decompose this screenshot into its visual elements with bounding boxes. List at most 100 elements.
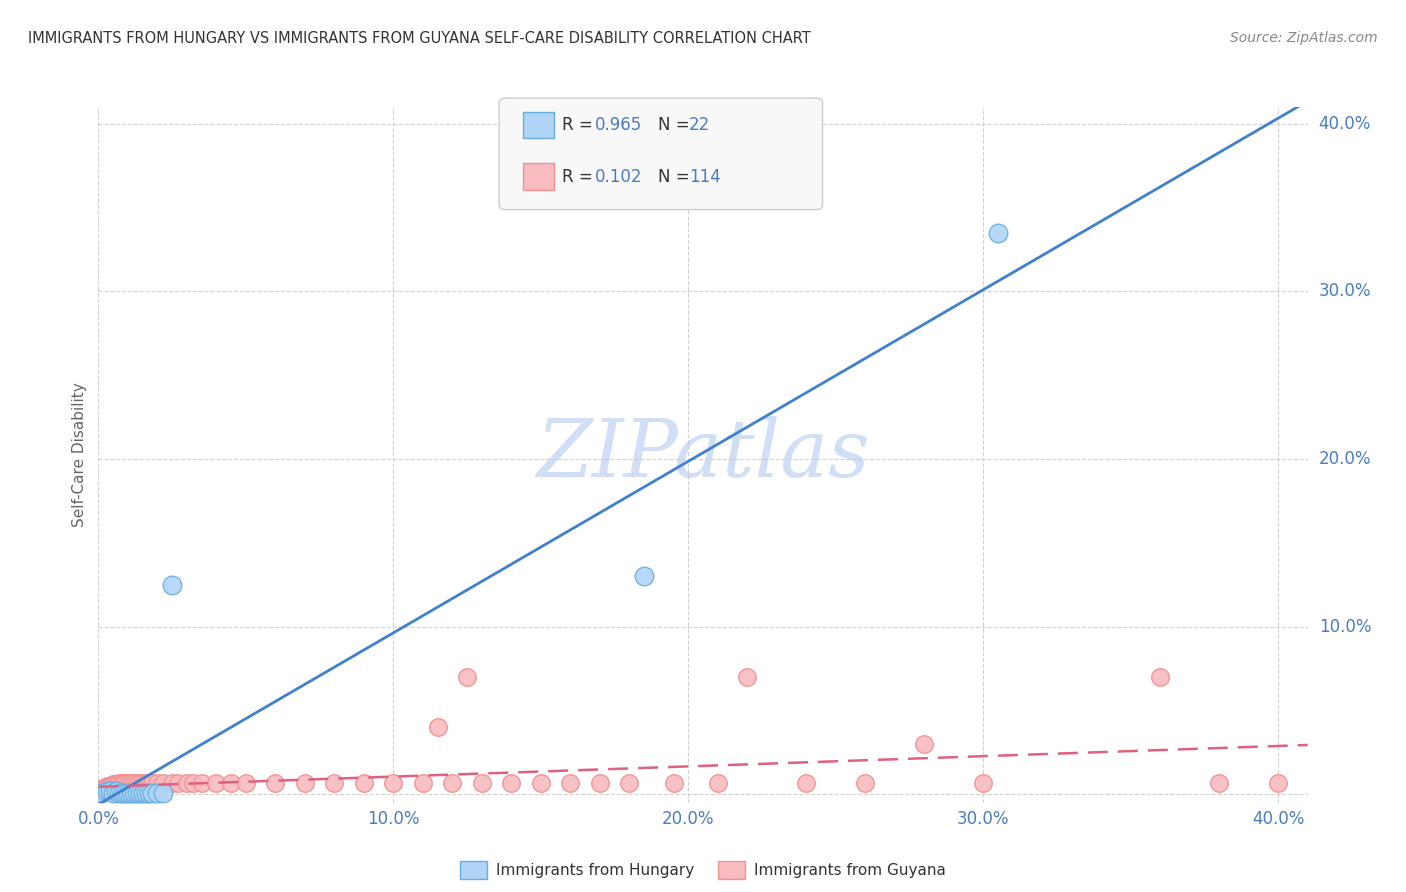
Point [90, 784, 112, 798]
Point [131, 786, 153, 800]
Point [90, 782, 112, 797]
Point [108, 786, 131, 800]
Point [93, 782, 115, 797]
Point [146, 775, 169, 789]
Point [117, 775, 139, 789]
Point [125, 775, 148, 789]
Point [101, 779, 124, 793]
Point [90, 786, 112, 800]
Point [96, 780, 118, 795]
Point [176, 775, 198, 789]
Point [114, 786, 136, 800]
Text: 30.0%: 30.0% [1319, 283, 1371, 301]
Point [93, 782, 115, 797]
Point [972, 775, 994, 789]
Point [120, 786, 142, 800]
Point [662, 775, 685, 789]
Point [96, 780, 118, 795]
Text: N =: N = [658, 116, 695, 134]
Point [90, 786, 112, 800]
Point [101, 779, 124, 793]
Point [90, 786, 112, 800]
Text: 20.0%: 20.0% [1319, 450, 1371, 468]
Point [105, 777, 128, 791]
Point [853, 775, 876, 789]
Point [138, 786, 160, 800]
Point [152, 786, 174, 800]
Point [96, 780, 118, 795]
Point [96, 780, 118, 795]
Point [117, 775, 139, 789]
Point [456, 670, 478, 684]
Text: ZIPatlas: ZIPatlas [536, 417, 870, 493]
Point [105, 777, 128, 791]
Point [90, 784, 112, 798]
Point [93, 780, 115, 795]
Text: IMMIGRANTS FROM HUNGARY VS IMMIGRANTS FROM GUYANA SELF-CARE DISABILITY CORRELATI: IMMIGRANTS FROM HUNGARY VS IMMIGRANTS FR… [28, 31, 811, 46]
Text: Source: ZipAtlas.com: Source: ZipAtlas.com [1230, 31, 1378, 45]
Point [96, 784, 118, 798]
Point [111, 775, 134, 789]
Point [90, 786, 112, 800]
Point [135, 786, 157, 800]
Point [96, 779, 118, 793]
Point [105, 777, 128, 791]
Point [141, 775, 163, 789]
Point [987, 226, 1010, 240]
Point [235, 775, 257, 789]
Point [96, 780, 118, 795]
Point [589, 775, 612, 789]
Point [111, 786, 134, 800]
Point [90, 784, 112, 798]
Point [619, 775, 641, 789]
Point [160, 578, 183, 592]
Point [633, 569, 655, 583]
Point [1267, 775, 1289, 789]
Point [101, 779, 124, 793]
Point [1149, 670, 1171, 684]
Point [96, 780, 118, 795]
Point [120, 775, 142, 789]
Point [125, 786, 148, 800]
Text: 0.102: 0.102 [595, 168, 643, 186]
Point [114, 775, 136, 789]
Point [264, 775, 287, 789]
Point [167, 775, 190, 789]
Text: 114: 114 [689, 168, 721, 186]
Point [101, 779, 124, 793]
Point [101, 779, 124, 793]
Point [108, 775, 131, 789]
Point [98, 779, 121, 793]
Text: 22: 22 [689, 116, 710, 134]
Text: 40.0%: 40.0% [1319, 115, 1371, 133]
Point [101, 779, 124, 793]
Point [98, 779, 121, 793]
Point [90, 786, 112, 800]
Point [323, 775, 346, 789]
Point [412, 775, 434, 789]
Point [111, 775, 134, 789]
Point [441, 775, 464, 789]
Point [122, 786, 145, 800]
Point [101, 786, 124, 800]
Point [90, 784, 112, 798]
Point [138, 775, 160, 789]
Point [108, 777, 131, 791]
Text: R =: R = [562, 116, 599, 134]
Point [105, 777, 128, 791]
Point [90, 784, 112, 798]
Point [90, 784, 112, 798]
Point [135, 775, 157, 789]
Point [101, 779, 124, 793]
Text: N =: N = [658, 168, 695, 186]
Point [90, 786, 112, 800]
Point [181, 775, 204, 789]
Point [105, 777, 128, 791]
Point [794, 775, 817, 789]
Point [128, 775, 150, 789]
Point [108, 777, 131, 791]
Text: 0.965: 0.965 [595, 116, 643, 134]
Point [98, 779, 121, 793]
Point [294, 775, 316, 789]
Point [93, 782, 115, 797]
